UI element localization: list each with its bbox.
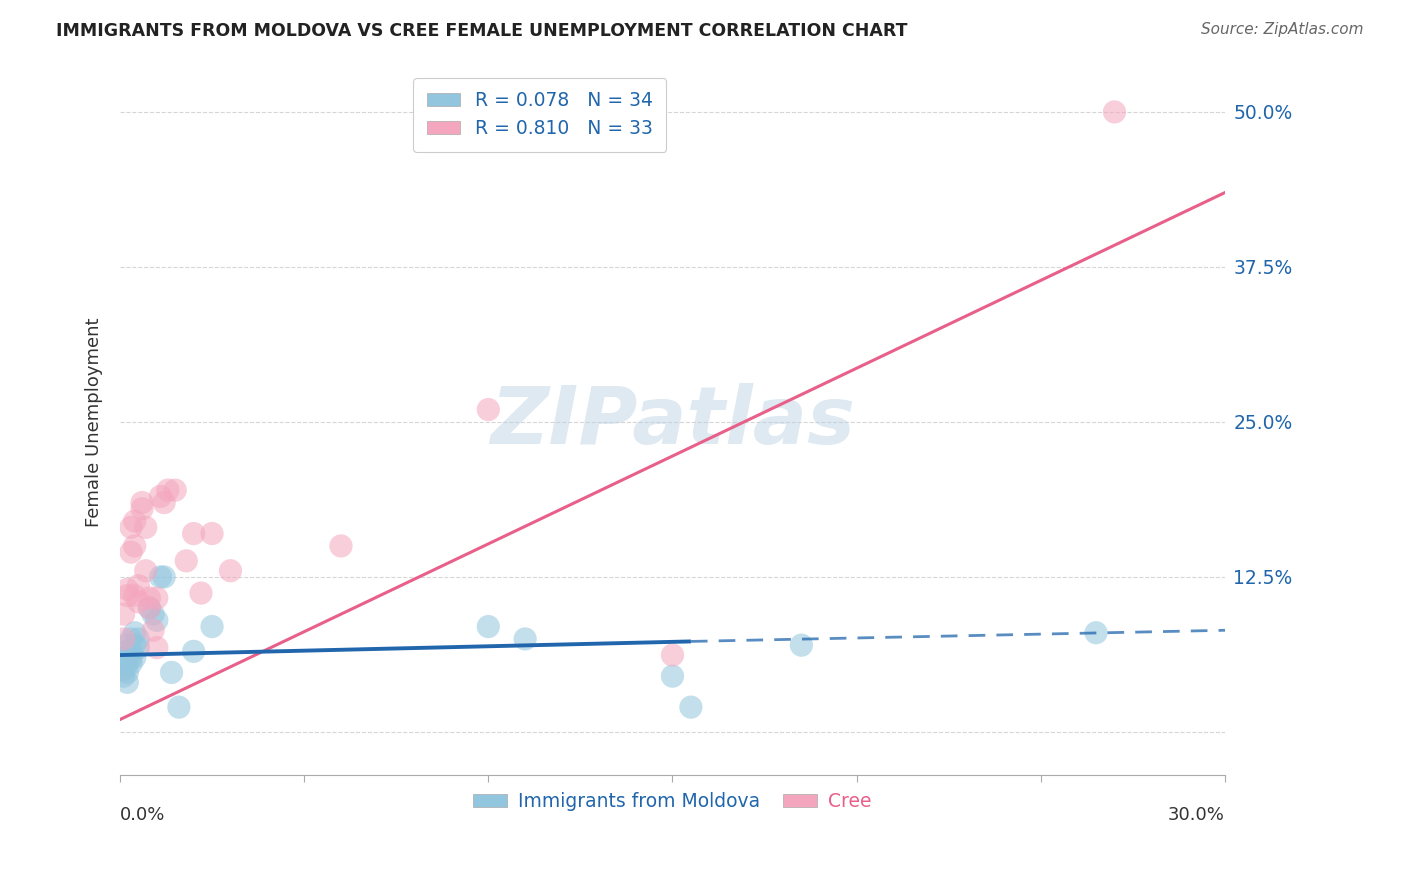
Text: IMMIGRANTS FROM MOLDOVA VS CREE FEMALE UNEMPLOYMENT CORRELATION CHART: IMMIGRANTS FROM MOLDOVA VS CREE FEMALE U…	[56, 22, 908, 40]
Point	[117, 644, 139, 658]
Point	[117, 675, 139, 690]
Point	[138, 601, 160, 615]
Point	[117, 589, 139, 603]
Point	[120, 650, 142, 665]
Point	[1104, 104, 1126, 119]
Point	[201, 526, 224, 541]
Point	[167, 700, 190, 714]
Point	[661, 669, 683, 683]
Point	[135, 520, 157, 534]
Point	[120, 657, 142, 671]
Point	[146, 591, 169, 605]
Point	[124, 514, 146, 528]
Point	[146, 613, 169, 627]
Point	[117, 665, 139, 680]
Point	[112, 657, 135, 671]
Point	[477, 402, 499, 417]
Point	[120, 632, 142, 646]
Text: 30.0%: 30.0%	[1168, 806, 1225, 824]
Point	[219, 564, 242, 578]
Legend: Immigrants from Moldova, Cree: Immigrants from Moldova, Cree	[465, 785, 879, 819]
Point	[190, 586, 212, 600]
Point	[201, 619, 224, 633]
Point	[124, 589, 146, 603]
Point	[183, 526, 205, 541]
Point	[124, 638, 146, 652]
Point	[112, 650, 135, 665]
Point	[120, 644, 142, 658]
Point	[127, 595, 149, 609]
Point	[138, 591, 160, 605]
Point	[117, 638, 139, 652]
Point	[131, 495, 153, 509]
Point	[131, 501, 153, 516]
Point	[790, 638, 813, 652]
Point	[112, 663, 135, 677]
Y-axis label: Female Unemployment: Female Unemployment	[86, 318, 103, 526]
Point	[124, 650, 146, 665]
Point	[127, 640, 149, 655]
Point	[142, 607, 165, 622]
Point	[112, 607, 135, 622]
Point	[149, 570, 172, 584]
Point	[146, 640, 169, 655]
Point	[142, 624, 165, 638]
Text: Source: ZipAtlas.com: Source: ZipAtlas.com	[1201, 22, 1364, 37]
Point	[183, 644, 205, 658]
Point	[477, 619, 499, 633]
Point	[120, 545, 142, 559]
Point	[149, 489, 172, 503]
Point	[330, 539, 353, 553]
Point	[165, 483, 187, 497]
Point	[515, 632, 537, 646]
Point	[153, 570, 176, 584]
Point	[138, 601, 160, 615]
Point	[153, 495, 176, 509]
Point	[117, 657, 139, 671]
Point	[127, 579, 149, 593]
Text: 0.0%: 0.0%	[120, 806, 166, 824]
Point	[112, 669, 135, 683]
Point	[661, 648, 683, 662]
Point	[117, 650, 139, 665]
Point	[127, 632, 149, 646]
Point	[160, 665, 183, 680]
Point	[1085, 625, 1108, 640]
Point	[117, 582, 139, 597]
Point	[135, 564, 157, 578]
Point	[174, 554, 197, 568]
Text: ZIPatlas: ZIPatlas	[489, 383, 855, 461]
Point	[120, 520, 142, 534]
Point	[124, 539, 146, 553]
Point	[112, 632, 135, 646]
Point	[124, 625, 146, 640]
Point	[156, 483, 179, 497]
Point	[679, 700, 702, 714]
